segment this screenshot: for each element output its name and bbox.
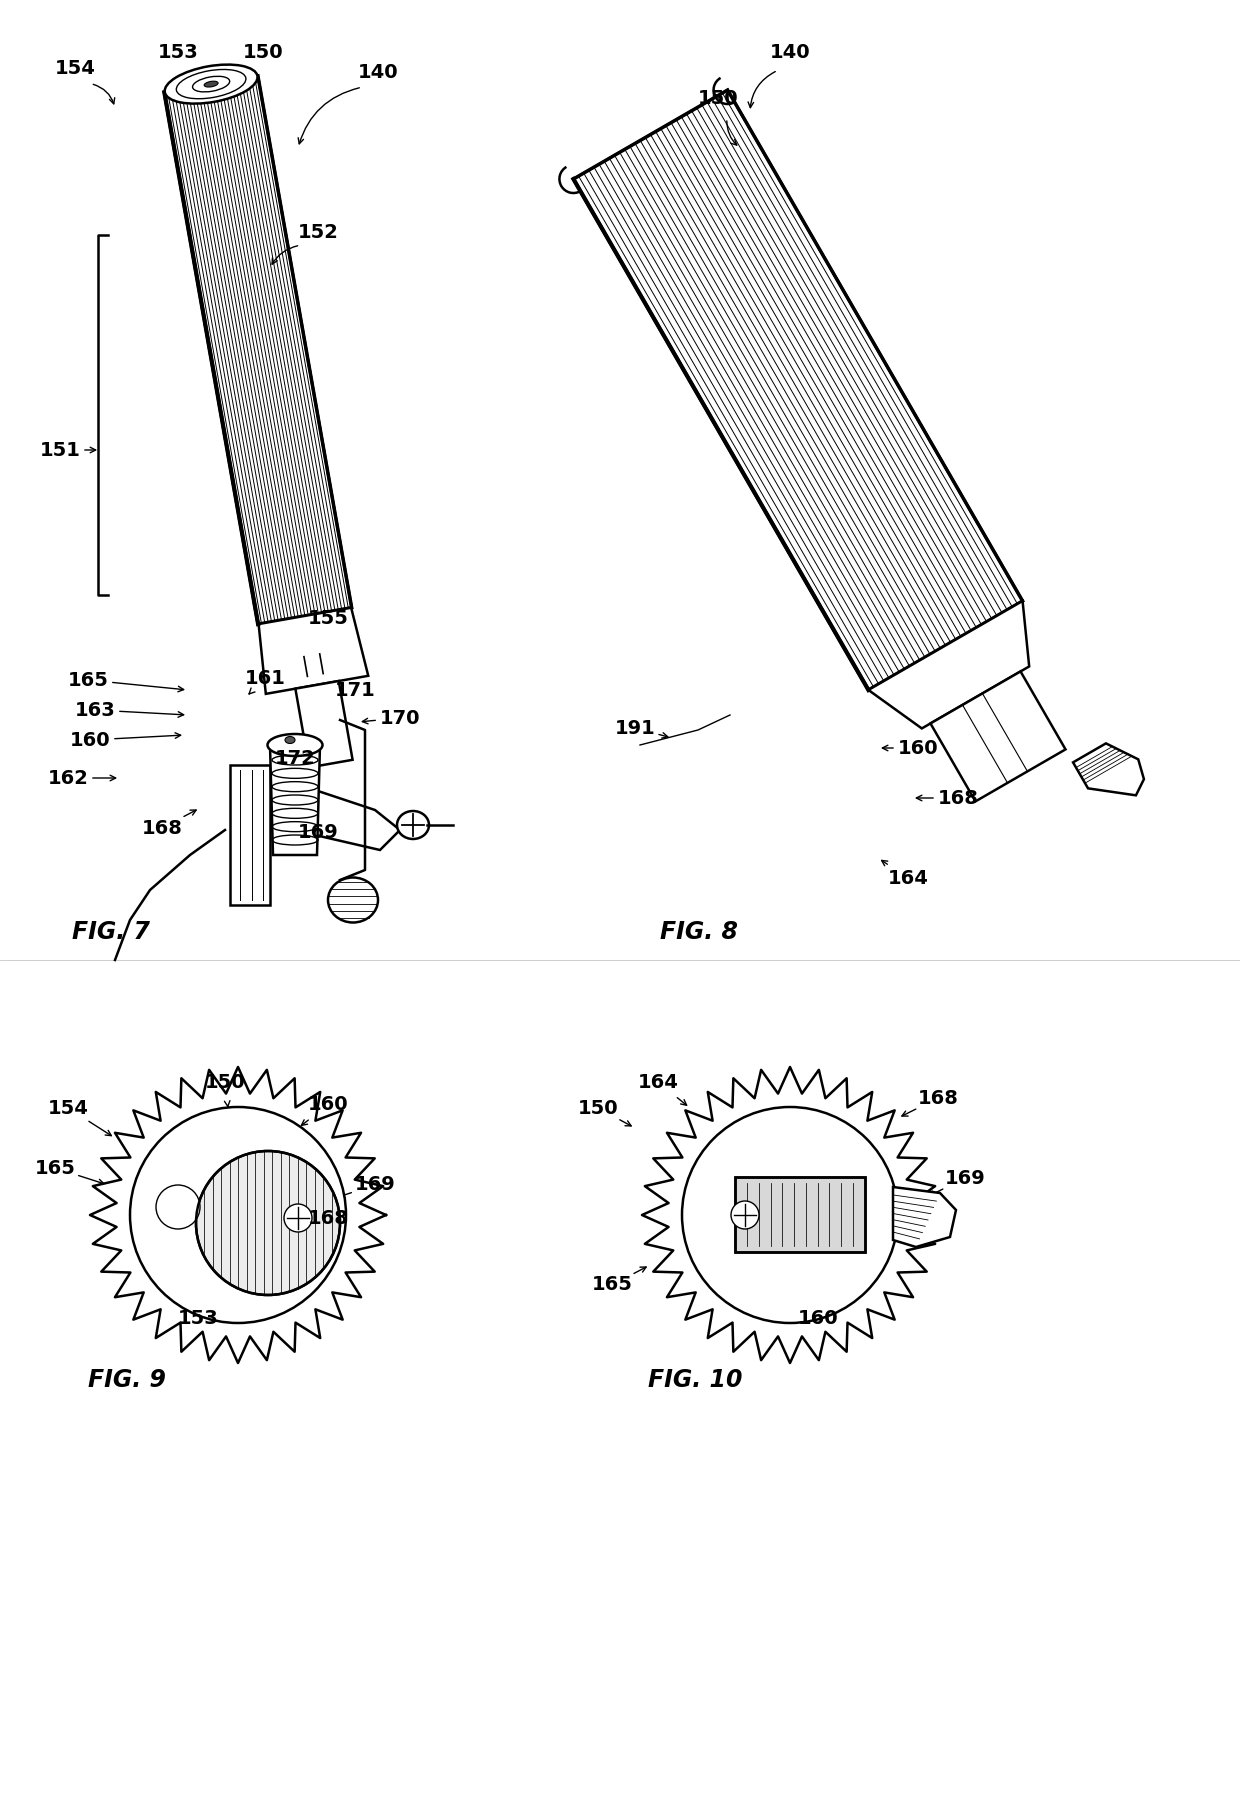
- Ellipse shape: [329, 878, 378, 923]
- Text: 154: 154: [55, 58, 95, 78]
- Text: 168: 168: [937, 789, 978, 807]
- Text: 169: 169: [945, 1168, 986, 1188]
- Circle shape: [682, 1107, 898, 1323]
- Ellipse shape: [268, 734, 322, 756]
- Text: 164: 164: [637, 1072, 678, 1092]
- Polygon shape: [1073, 743, 1145, 796]
- Text: 170: 170: [379, 709, 420, 727]
- Text: 160: 160: [308, 1096, 348, 1114]
- Text: 169: 169: [298, 823, 339, 841]
- Text: 163: 163: [74, 701, 115, 720]
- Text: 153: 153: [177, 1308, 218, 1328]
- Polygon shape: [315, 790, 401, 850]
- Text: 172: 172: [274, 749, 315, 767]
- Text: 161: 161: [244, 669, 285, 687]
- Text: 160: 160: [898, 738, 939, 758]
- Polygon shape: [893, 1187, 956, 1246]
- Text: FIG. 8: FIG. 8: [660, 919, 738, 945]
- Text: 168: 168: [918, 1088, 959, 1108]
- Circle shape: [196, 1150, 340, 1296]
- Text: 140: 140: [357, 62, 398, 82]
- Text: 160: 160: [797, 1308, 838, 1328]
- Text: 164: 164: [888, 869, 929, 887]
- Text: 191: 191: [615, 718, 656, 738]
- Polygon shape: [229, 765, 270, 905]
- Text: FIG. 7: FIG. 7: [72, 919, 150, 945]
- Text: 168: 168: [308, 1208, 348, 1228]
- Ellipse shape: [285, 736, 295, 743]
- Text: 160: 160: [69, 730, 110, 749]
- Text: 153: 153: [157, 42, 198, 62]
- Text: 150: 150: [243, 42, 283, 62]
- Text: 165: 165: [591, 1276, 632, 1294]
- Circle shape: [130, 1107, 346, 1323]
- Circle shape: [156, 1185, 200, 1228]
- Text: 150: 150: [698, 89, 738, 107]
- Text: FIG. 9: FIG. 9: [88, 1368, 166, 1392]
- Text: 165: 165: [67, 670, 108, 689]
- Circle shape: [284, 1205, 312, 1232]
- Ellipse shape: [192, 76, 229, 93]
- Ellipse shape: [205, 82, 218, 87]
- Text: FIG. 10: FIG. 10: [649, 1368, 743, 1392]
- Circle shape: [732, 1201, 759, 1228]
- Text: 171: 171: [335, 681, 376, 700]
- Text: 169: 169: [355, 1176, 396, 1194]
- Text: 155: 155: [308, 609, 348, 627]
- Text: 150: 150: [578, 1099, 619, 1117]
- Text: 150: 150: [205, 1072, 246, 1092]
- Polygon shape: [270, 745, 320, 856]
- Text: 162: 162: [47, 769, 88, 787]
- Text: 165: 165: [35, 1159, 76, 1177]
- Text: 151: 151: [40, 440, 81, 460]
- FancyBboxPatch shape: [735, 1177, 866, 1252]
- Text: 152: 152: [298, 222, 339, 242]
- Text: 154: 154: [47, 1099, 88, 1117]
- Polygon shape: [930, 672, 1065, 801]
- Ellipse shape: [165, 65, 258, 104]
- Text: 140: 140: [770, 42, 810, 62]
- Ellipse shape: [397, 810, 429, 839]
- Polygon shape: [868, 601, 1029, 729]
- Polygon shape: [165, 76, 352, 625]
- Polygon shape: [573, 91, 1023, 690]
- Text: 168: 168: [141, 818, 182, 838]
- Polygon shape: [259, 607, 368, 694]
- Polygon shape: [295, 681, 352, 767]
- Ellipse shape: [176, 69, 246, 98]
